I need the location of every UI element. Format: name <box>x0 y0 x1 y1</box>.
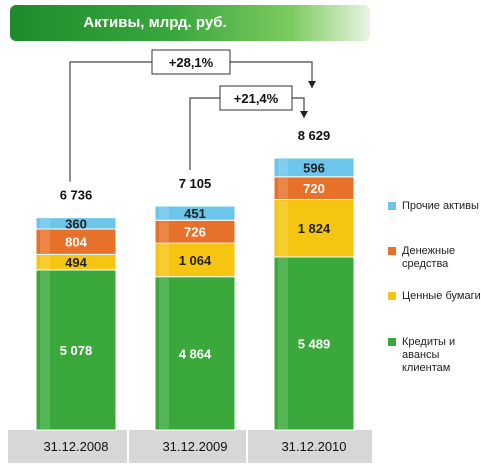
bar-segment-shine <box>278 257 288 429</box>
segment-value-label: 726 <box>184 225 206 240</box>
bar-segment-shine <box>278 159 288 176</box>
bar-segment-other <box>35 217 117 230</box>
total-label: 6 736 <box>60 188 93 203</box>
bar-segment-cash <box>35 228 117 255</box>
category-label: 31.12.2008 <box>43 439 108 454</box>
bar-segment-loans <box>154 276 236 431</box>
legend-swatch <box>388 247 396 255</box>
total-label: 8 629 <box>298 128 331 143</box>
growth-box <box>219 85 293 111</box>
segment-value-label: 1 824 <box>298 221 331 236</box>
legend-label: Прочие активы <box>402 200 479 212</box>
bar-segment-shine <box>159 221 169 243</box>
segment-value-label: 451 <box>184 206 206 221</box>
legend-swatch <box>388 202 396 210</box>
segment-value-label: 494 <box>65 255 87 270</box>
segment-value-label: 720 <box>303 181 325 196</box>
bar-segment-shine <box>40 218 50 229</box>
segment-value-label: 1 064 <box>179 253 212 268</box>
category-label: 31.12.2010 <box>281 439 346 454</box>
bar-segment-shine <box>159 277 169 429</box>
segment-value-label: 804 <box>65 235 87 250</box>
bar-segment-other <box>273 157 355 178</box>
bar-segment-shine <box>40 270 50 429</box>
segment-value-label: 5 489 <box>298 336 331 351</box>
growth-arrowhead <box>300 111 308 118</box>
bar-segment-shine <box>278 200 288 256</box>
legend-swatch <box>388 292 396 300</box>
bar-segment-shine <box>159 244 169 276</box>
bar-segment-loans <box>273 256 355 431</box>
category-label: 31.12.2009 <box>162 439 227 454</box>
growth-label: +21,4% <box>234 91 279 106</box>
bar-segment-other <box>154 205 236 221</box>
growth-arrowhead <box>308 81 316 88</box>
total-label: 7 105 <box>179 176 212 191</box>
segment-value-label: 4 864 <box>179 346 212 361</box>
segment-value-label: 596 <box>303 160 325 175</box>
legend-swatch <box>388 338 396 346</box>
bar-segment-securities <box>154 242 236 278</box>
bar-segment-shine <box>40 230 50 254</box>
bar-segment-shine <box>278 177 288 199</box>
growth-box <box>151 49 231 75</box>
title-banner <box>10 5 370 41</box>
legend-label: Ценные бумаги <box>402 290 481 302</box>
category-axis-band <box>8 430 372 463</box>
legend-label: Денежные средства <box>402 245 456 270</box>
bar-segment-shine <box>40 255 50 269</box>
segment-value-label: 360 <box>65 216 87 231</box>
growth-label: +28,1% <box>169 55 214 70</box>
legend-label: Кредиты и авансы клиентам <box>402 336 456 374</box>
chart-title: Активы, млрд. руб. <box>83 14 227 31</box>
bar-segment-shine <box>159 207 169 220</box>
segment-value-label: 5 078 <box>60 343 93 358</box>
